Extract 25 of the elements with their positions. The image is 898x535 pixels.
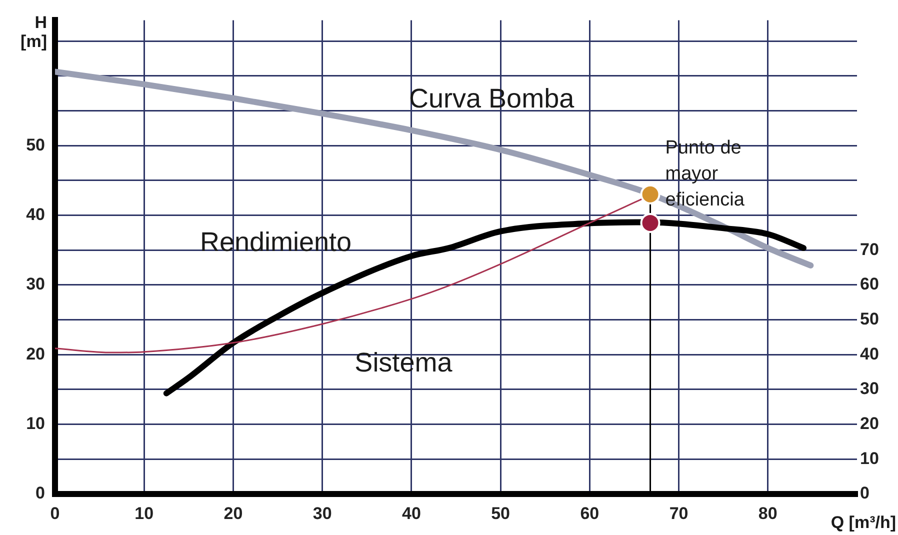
y2-tick-label: 20: [860, 414, 879, 434]
y2-tick-label: 60: [860, 274, 879, 294]
x-tick-label: 60: [580, 504, 600, 523]
x-tick-label: 10: [134, 504, 154, 523]
y2-tick-label: 0: [860, 484, 870, 503]
y-tick-label: 0: [36, 484, 45, 503]
y2-tick-label: 70: [860, 240, 879, 259]
x-tick-label: 70: [669, 504, 688, 523]
y2-tick-label: 50: [860, 309, 879, 328]
y-tick-label: 20: [26, 344, 45, 364]
x-axis-title: Q [m³/h]: [830, 513, 896, 532]
x-tick-label: 80: [758, 504, 778, 523]
x-tick-label: 50: [491, 504, 510, 523]
y2-tick-label: 10: [860, 448, 879, 468]
y2-tick-label: 40: [860, 344, 879, 364]
y-tick-label: 10: [26, 414, 45, 434]
y-axis-title: H [m]: [20, 13, 47, 52]
x-tick-label: 30: [312, 504, 332, 523]
y-tick-label: 50: [26, 135, 45, 154]
y-tick-label: 40: [26, 204, 45, 224]
y2-tick-label: 30: [860, 379, 879, 398]
x-tick-label: 0: [50, 504, 60, 523]
x-tick-label: 20: [224, 504, 243, 523]
x-tick-label: 40: [402, 504, 421, 523]
y-tick-label: 30: [26, 274, 45, 294]
